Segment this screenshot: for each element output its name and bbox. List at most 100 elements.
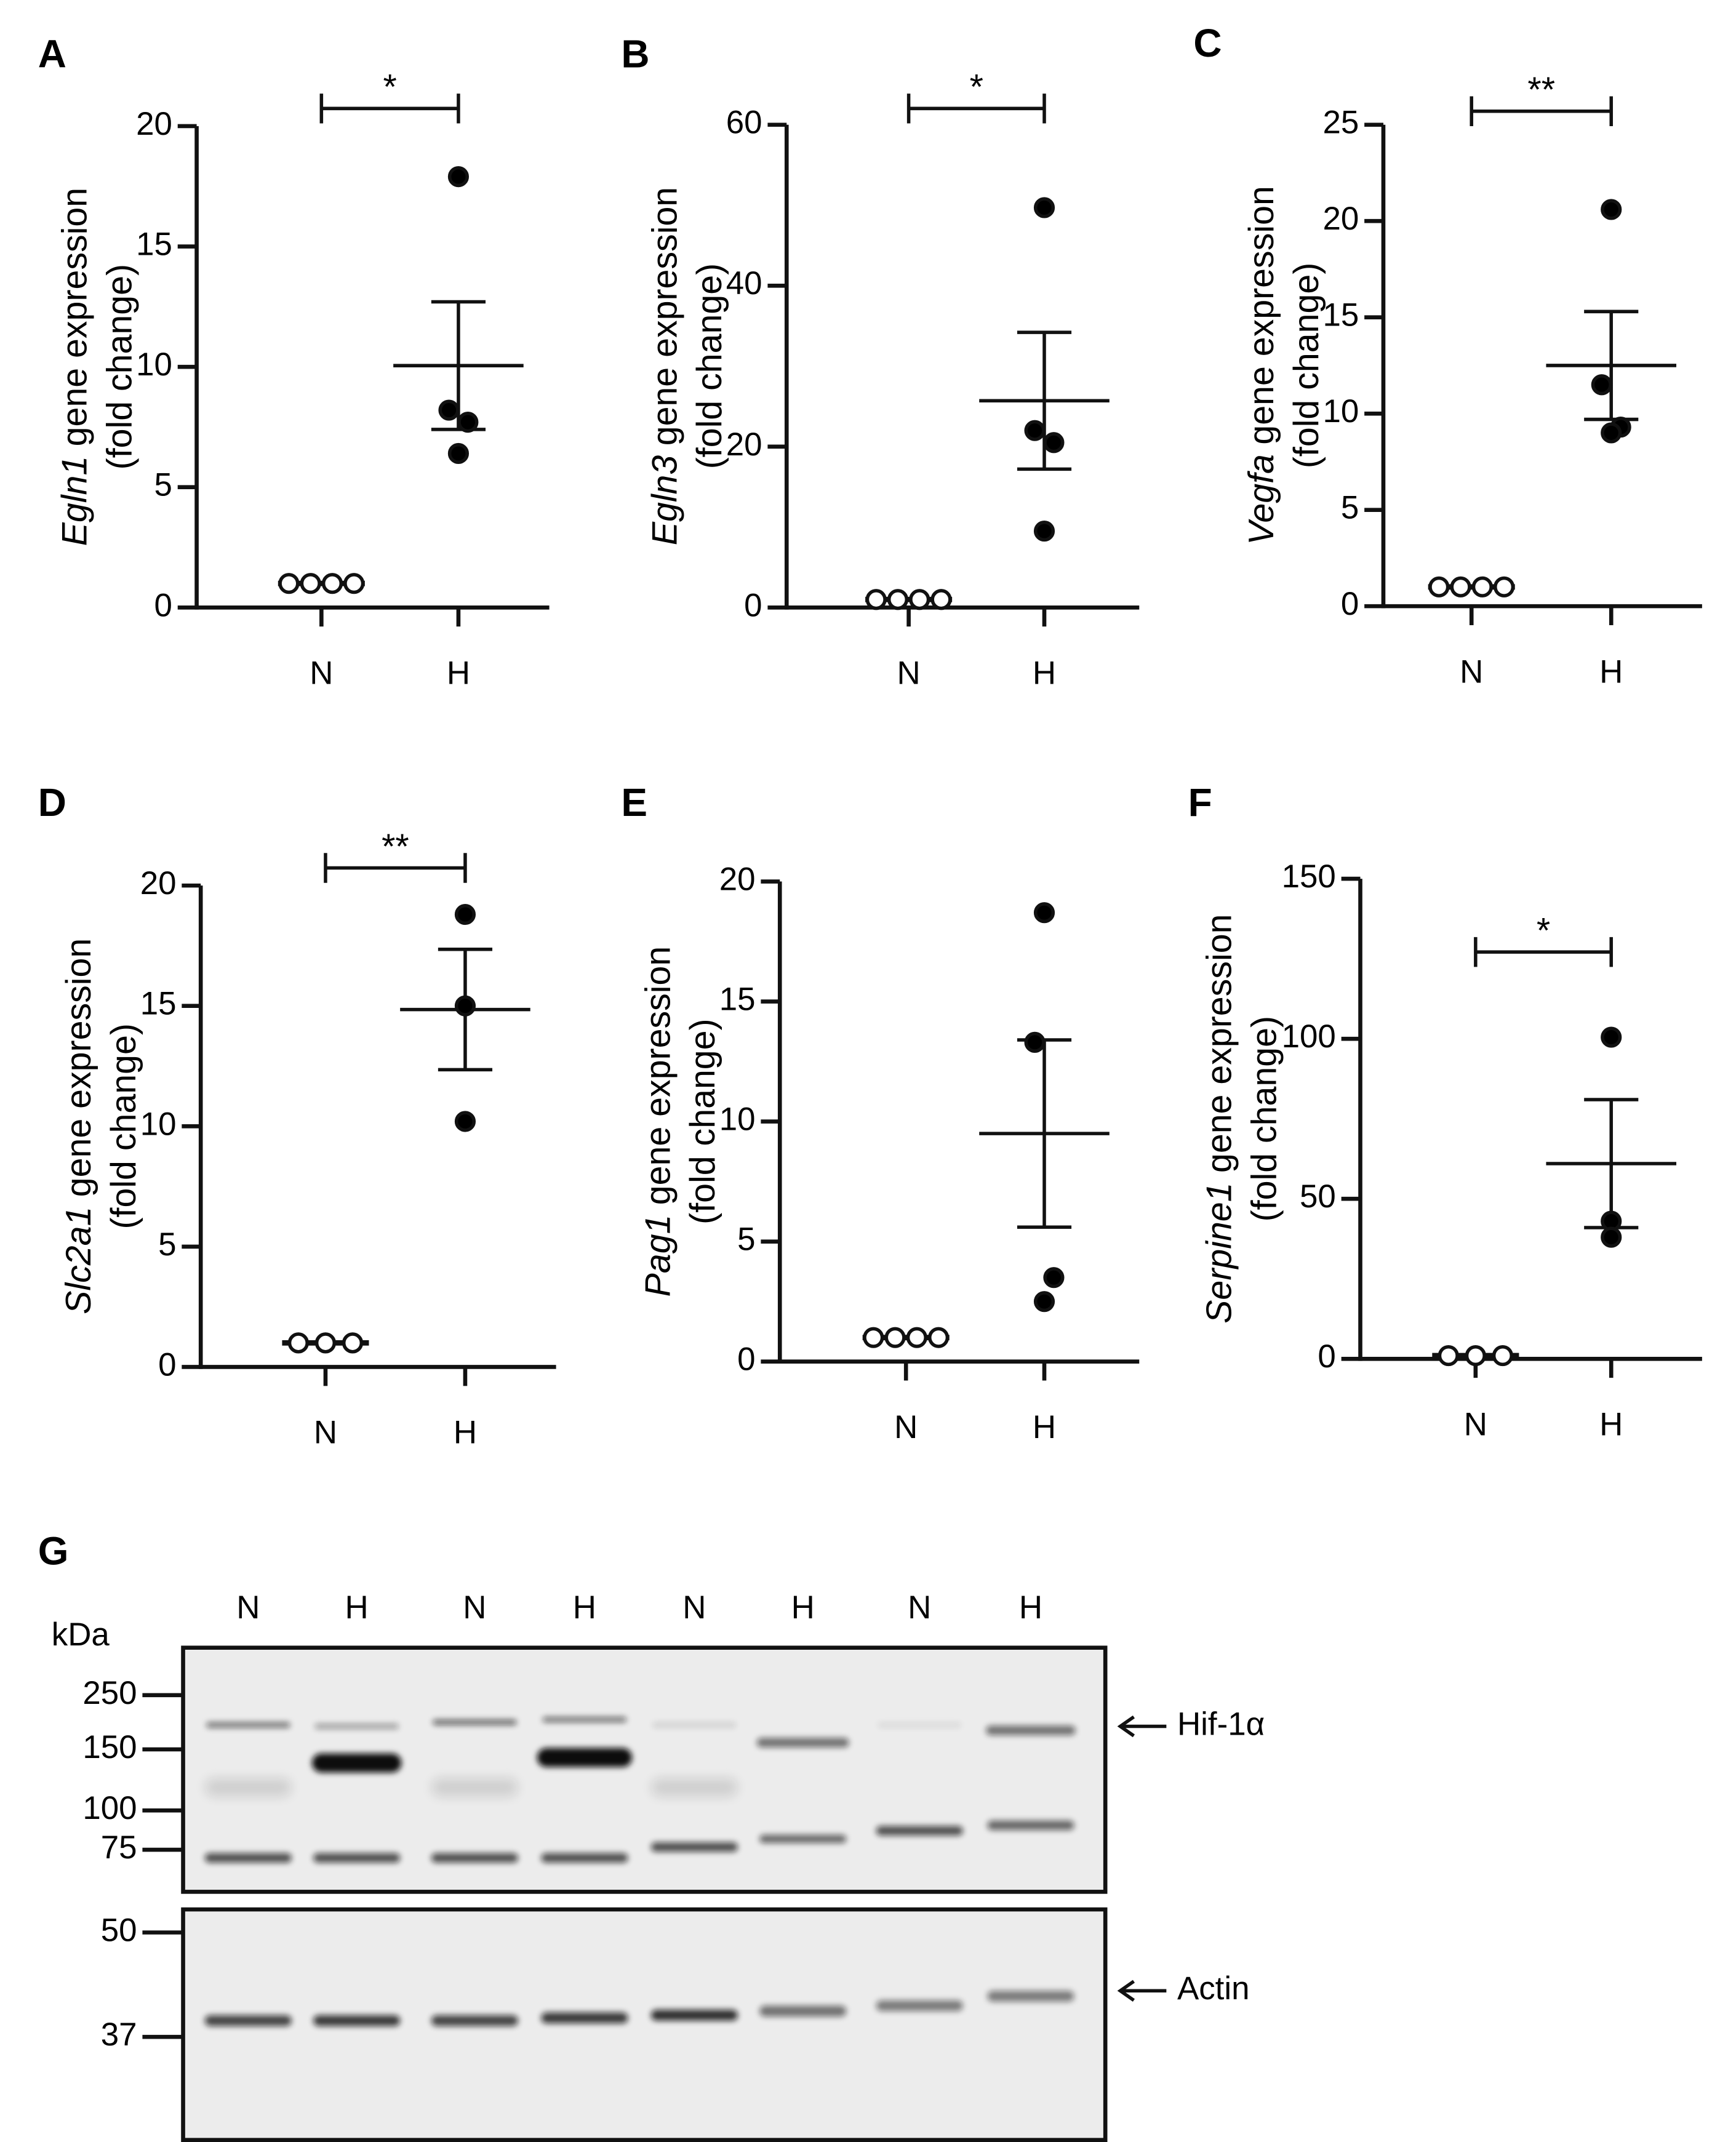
y-axis-label: Egln3 gene expression [645, 187, 684, 545]
data-point [447, 166, 470, 188]
blot-band [313, 2015, 401, 2026]
data-point [321, 573, 343, 594]
y-tick-label: 5 [737, 1221, 755, 1258]
data-point [1024, 1031, 1046, 1053]
data-point [1033, 902, 1055, 924]
panel-label: A [38, 31, 66, 76]
y-tick-label: 5 [158, 1226, 176, 1263]
band-label: Actin [1177, 1970, 1250, 2007]
blot-band [206, 1722, 290, 1728]
blot-band [652, 1722, 737, 1728]
y-tick-label: 15 [1322, 297, 1359, 334]
y-tick-label: 100 [1282, 1018, 1336, 1055]
y-axis-label-text: gene expression [59, 938, 98, 1197]
gene-name: Serpine1 [1200, 1182, 1239, 1323]
y-tick-label: 25 [1322, 105, 1359, 141]
y-axis-label: Serpine1 gene expression [1200, 914, 1239, 1324]
lane-label: H [573, 1589, 596, 1626]
data-point [1033, 197, 1055, 218]
data-point [1601, 1026, 1622, 1048]
data-point [438, 399, 460, 421]
data-point [863, 1327, 884, 1348]
significance-label: * [970, 68, 983, 107]
data-point [287, 1332, 309, 1354]
y-tick-label: 0 [737, 1341, 755, 1378]
blot-band [650, 1778, 738, 1797]
blot-band [433, 1719, 517, 1725]
data-point [930, 589, 952, 610]
marker-label: 250 [82, 1675, 137, 1711]
gene-name: Egln3 [645, 455, 684, 546]
panel-label: F [1188, 780, 1212, 825]
arrow-head [1117, 1715, 1135, 1738]
y-tick-label: 10 [136, 346, 172, 383]
blot-band [204, 2015, 292, 2026]
lane-label: N [236, 1589, 260, 1626]
lane-label: N [463, 1589, 486, 1626]
data-point [1601, 1226, 1622, 1248]
blot-band [876, 1826, 963, 1836]
x-tick-label: H [1033, 655, 1056, 691]
blot-band [877, 1722, 962, 1728]
x-tick-label: N [894, 1409, 918, 1445]
y-tick-label: 5 [154, 467, 172, 503]
y-tick-label: 10 [1322, 393, 1359, 430]
blot-band [987, 1820, 1074, 1831]
y-axis-label-text: gene expression [1242, 186, 1281, 444]
gene-name: Egln1 [55, 456, 95, 546]
marker-label: 75 [101, 1829, 137, 1866]
x-tick-label: H [1599, 1406, 1623, 1442]
data-point [454, 1111, 476, 1132]
y-axis-label: Slc2a1 gene expression [59, 938, 98, 1314]
y-tick-label: 20 [726, 426, 762, 463]
data-point [300, 573, 321, 594]
lane-label: N [682, 1589, 706, 1626]
lane-label: N [908, 1589, 931, 1626]
data-point [1492, 1345, 1513, 1367]
data-point [1471, 576, 1493, 597]
y-tick-label: 10 [140, 1106, 177, 1142]
y-axis-label-2: (fold change) [100, 264, 140, 470]
data-point [1043, 1267, 1065, 1289]
x-tick-label: H [1599, 653, 1623, 690]
x-tick-label: H [454, 1415, 477, 1451]
data-point [447, 442, 470, 465]
blot-band [650, 1842, 738, 1852]
data-point [1465, 1345, 1486, 1367]
data-point [928, 1327, 950, 1348]
marker-label: 150 [82, 1729, 137, 1765]
y-axis-label-2: (fold change) [683, 1018, 722, 1224]
panel-label: E [621, 780, 647, 825]
blot-band [537, 1748, 633, 1767]
data-point [314, 1332, 337, 1354]
y-axis-label-2: (fold change) [104, 1023, 143, 1229]
blot-band [313, 1853, 401, 1863]
y-axis-label-text: gene expression [645, 187, 684, 446]
x-tick-label: H [1033, 1409, 1056, 1445]
blot-band [431, 2015, 518, 2026]
lane-label: H [345, 1589, 369, 1626]
blot-band [876, 2000, 963, 2012]
data-point [278, 573, 300, 594]
y-axis-label-2: (fold change) [1287, 263, 1326, 468]
y-axis-label: Pag1 gene expression [638, 946, 678, 1297]
blot-band [204, 1778, 292, 1797]
x-tick-label: N [314, 1415, 337, 1451]
blot-band [431, 1778, 518, 1797]
y-tick-label: 60 [726, 105, 762, 141]
data-point [343, 573, 365, 594]
y-tick-label: 0 [1318, 1338, 1335, 1375]
blot-band [431, 1853, 518, 1863]
marker-label: 37 [101, 2016, 137, 2053]
significance-label: ** [382, 827, 409, 866]
data-point [342, 1332, 364, 1354]
x-tick-label: N [310, 655, 333, 691]
blot-band [311, 1753, 402, 1773]
blot-band [987, 1991, 1074, 2002]
x-tick-label: N [897, 655, 921, 691]
data-point [1438, 1345, 1459, 1367]
data-point [1428, 576, 1450, 597]
lane-label: H [791, 1589, 815, 1626]
y-tick-label: 20 [136, 106, 172, 142]
data-point [1033, 521, 1055, 542]
